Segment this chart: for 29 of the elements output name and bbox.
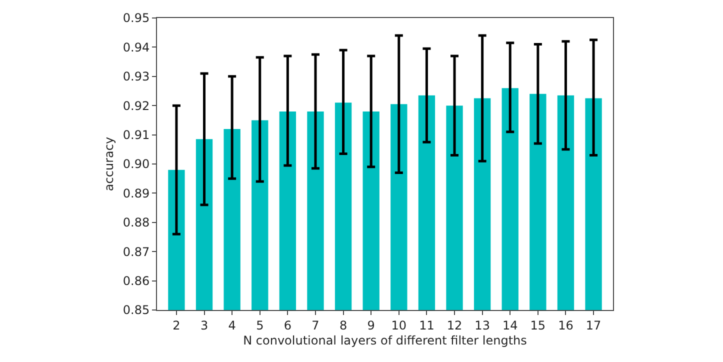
x-tick-label: 13	[474, 318, 490, 332]
x-tick-label: 14	[502, 318, 518, 332]
x-tick-label: 17	[586, 318, 602, 332]
x-tick-label: 11	[419, 318, 434, 332]
x-tick-label: 7	[312, 318, 320, 332]
x-tick-label: 2	[172, 318, 180, 332]
y-tick-label: 0.87	[122, 244, 150, 259]
x-tick-label: 9	[367, 318, 375, 332]
y-tick-label: 0.92	[122, 98, 150, 113]
y-tick-label: 0.86	[122, 274, 150, 288]
y-tick-label: 0.95	[122, 11, 150, 26]
x-tick-label: 6	[284, 318, 292, 332]
x-tick-label: 8	[339, 318, 348, 332]
x-tick-label: 10	[391, 318, 407, 332]
y-tick-label: 0.88	[122, 216, 150, 230]
x-tick-label: 15	[530, 318, 546, 332]
x-tick-label: 16	[558, 318, 574, 332]
y-tick-label: 0.85	[122, 303, 150, 318]
x-tick-label: 12	[446, 318, 462, 332]
y-axis-title: accuracy	[102, 136, 116, 192]
y-tick-label: 0.91	[122, 128, 150, 142]
x-axis-title: N convolutional layers of different filter lengths	[243, 333, 527, 348]
x-tick-label: 5	[256, 318, 264, 332]
y-tick-label: 0.93	[122, 70, 150, 84]
y-tick-label: 0.90	[122, 157, 150, 172]
x-tick-label: 4	[228, 318, 236, 332]
y-tick-label: 0.89	[122, 186, 150, 200]
x-tick-label: 3	[200, 318, 208, 332]
y-tick-label: 0.94	[122, 40, 150, 54]
